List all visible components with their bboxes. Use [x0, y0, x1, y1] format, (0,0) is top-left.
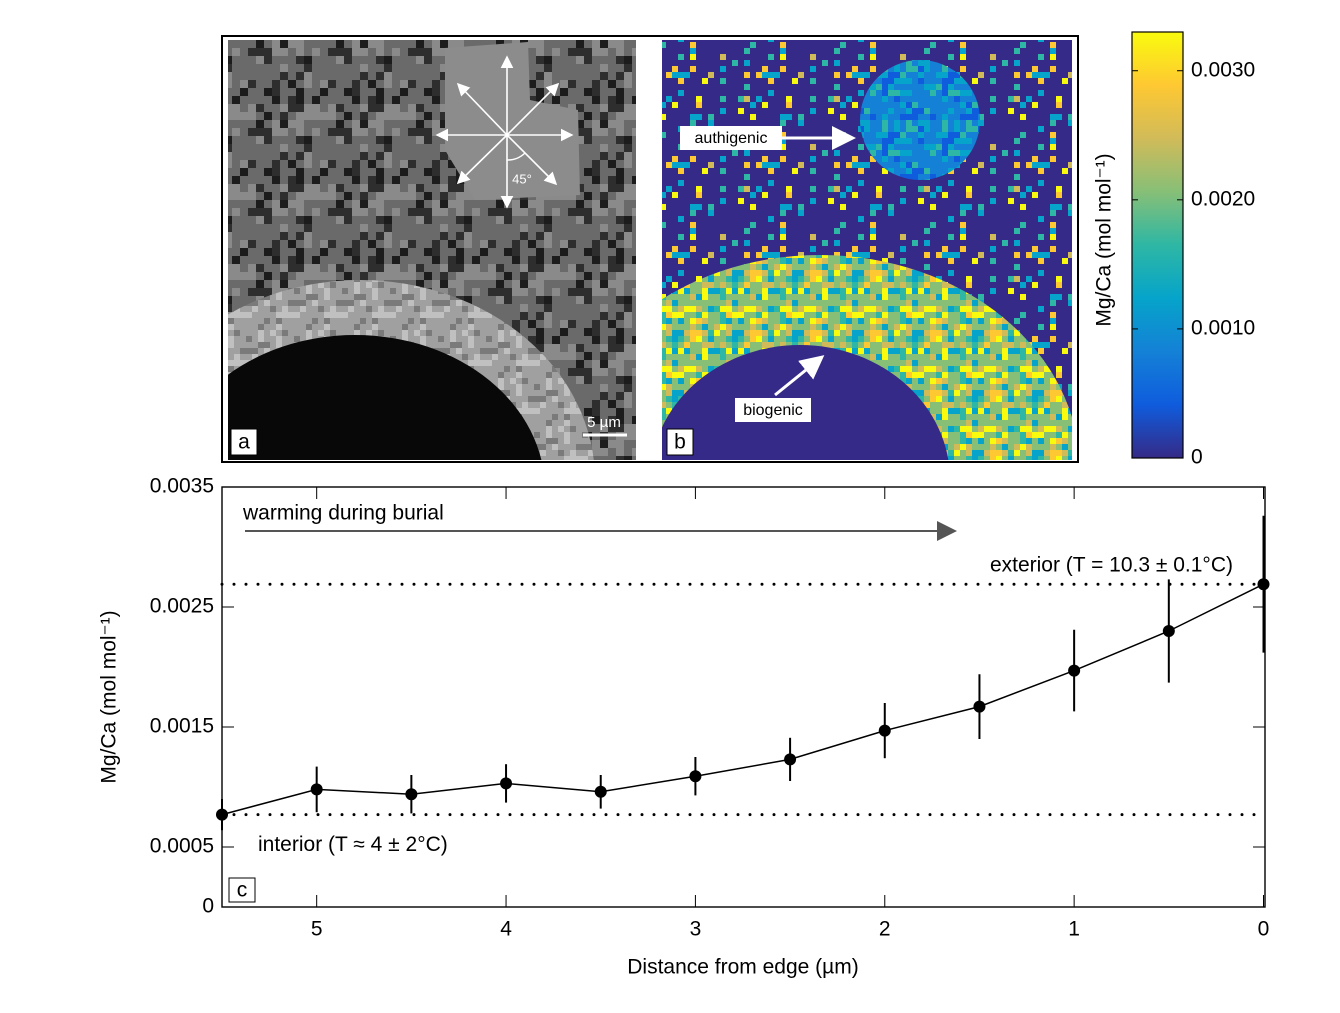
x-tick-label: 3	[690, 918, 702, 941]
crystal	[445, 42, 580, 200]
x-tick-label: 1	[1068, 918, 1080, 941]
x-tick-label: 5	[311, 918, 323, 941]
annotation-box	[680, 126, 782, 150]
blob	[860, 60, 980, 180]
annotation-arrow	[774, 355, 825, 397]
plot-frame	[221, 486, 1266, 908]
data-point	[310, 783, 323, 796]
cavity	[662, 345, 949, 460]
y-tick-label: 0.0005	[150, 835, 214, 858]
panel-label: b	[674, 431, 686, 454]
data-point	[1068, 664, 1081, 677]
x-tick-label: 0	[1258, 918, 1270, 941]
arrow	[506, 82, 560, 136]
panel-label-box	[230, 428, 258, 456]
x-tick-label: 2	[879, 918, 891, 941]
data-point	[216, 808, 228, 821]
data-point	[784, 753, 797, 766]
colorbar-tick-label: 0.0030	[1191, 58, 1255, 81]
panel-a-image	[228, 40, 636, 460]
colorbar-label: Mg/Ca (mol mol⁻¹)	[1093, 153, 1116, 326]
data-point	[878, 724, 891, 737]
data-point	[973, 700, 986, 713]
colorbar	[1131, 31, 1184, 459]
y-tick-label: 0.0015	[150, 715, 214, 738]
y-tick-label: 0.0035	[150, 475, 214, 498]
arrow	[506, 134, 558, 186]
panel-label-box	[228, 877, 256, 903]
reference-label: interior (T ≈ 4 ± 2°C)	[258, 833, 448, 856]
annotation: biogenic	[743, 402, 803, 419]
scale-label: 5 µm	[587, 414, 621, 431]
data-point	[405, 788, 418, 801]
data-line	[221, 583, 1264, 816]
colorbar-tick-label: 0.0010	[1191, 316, 1255, 339]
cavity	[228, 335, 542, 460]
y-tick-label: 0.0025	[150, 595, 214, 618]
colorbar-tick-label: 0.0020	[1191, 187, 1255, 210]
reference-label: exterior (T = 10.3 ± 0.1°C)	[990, 554, 1233, 577]
data-point	[500, 777, 513, 790]
annotation: warming during burial	[242, 502, 444, 525]
panel-label: c	[237, 879, 248, 902]
image-frame	[221, 35, 1079, 463]
band	[662, 255, 1072, 460]
panel-label-box	[666, 428, 694, 456]
x-tick-label: 4	[500, 918, 512, 941]
y-axis-label: Mg/Ca (mol mol⁻¹)	[98, 610, 121, 783]
arrow	[456, 82, 508, 136]
x-axis-label: Distance from edge (µm)	[627, 956, 859, 979]
annotation-box	[735, 398, 811, 422]
arrow	[456, 134, 508, 185]
panel-label: a	[238, 431, 250, 454]
angle-arc	[506, 152, 526, 161]
overlay: 45° 5 µm a b authigenic biogenic	[230, 55, 856, 456]
colorbar-tick-label: 0	[1191, 446, 1203, 469]
y-tick-label: 0	[202, 895, 214, 918]
annotation: authigenic	[695, 130, 768, 147]
angle-label: 45°	[512, 171, 532, 186]
data-point	[1162, 625, 1175, 637]
data-point	[594, 785, 607, 798]
data-point	[1257, 578, 1270, 591]
direction-arrows	[435, 55, 574, 209]
data-point	[689, 770, 702, 783]
